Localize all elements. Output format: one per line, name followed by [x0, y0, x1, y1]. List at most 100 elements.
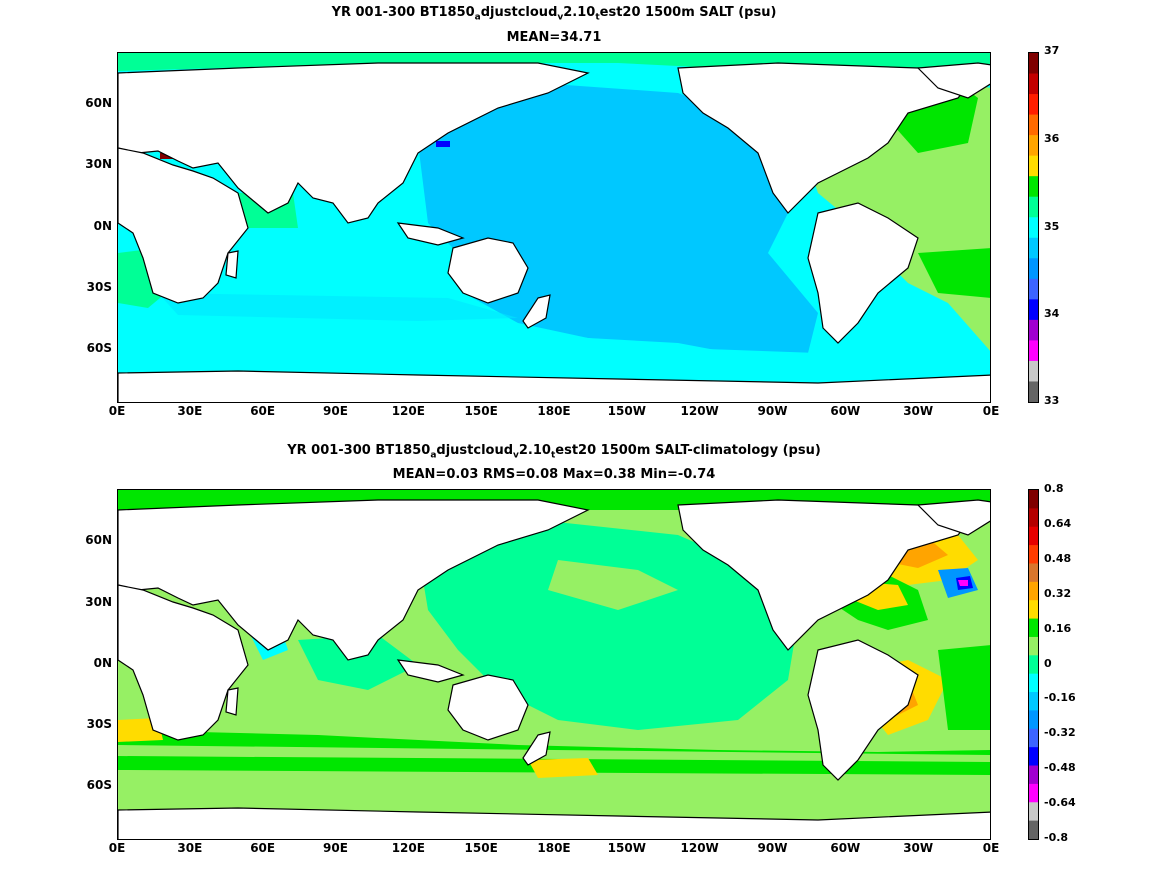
panel1-cb-label-37: 37	[1044, 44, 1060, 57]
panel2-cb-label: -0.48	[1044, 761, 1076, 775]
panel1-lon-label: 90E	[323, 404, 348, 418]
colorbar-segment	[1029, 802, 1038, 822]
colorbar-segment	[1029, 600, 1038, 620]
panel1-cb-label-36: 36	[1044, 132, 1060, 145]
colorbar-segment	[1029, 673, 1038, 693]
colorbar-segment	[1029, 53, 1038, 75]
panel2-cb-label: 0.16	[1044, 621, 1072, 635]
panel1-map	[117, 52, 991, 403]
panel1-lon-label: 180E	[537, 404, 571, 418]
panel1-lon-label: 30W	[903, 404, 934, 418]
colorbar-segment	[1029, 728, 1038, 748]
panel2-cb-label: -0.32	[1044, 726, 1076, 740]
colorbar-segment	[1029, 114, 1038, 136]
panel2-lat-30n: 30N	[85, 595, 112, 609]
colorbar-segment	[1029, 381, 1038, 402]
panel1-lat-0n: 0N	[93, 219, 112, 233]
panel2-cb-label: -0.16	[1044, 691, 1076, 705]
panel2-lat-60s: 60S	[86, 778, 112, 792]
panel2-lon-label: 0E	[108, 841, 126, 855]
colorbar-segment	[1029, 490, 1038, 509]
panel1-lat-60n: 60N	[85, 96, 112, 110]
panel2-lon-label: 60W	[830, 841, 861, 855]
colorbar-segment	[1029, 508, 1038, 528]
panel2-salinity-anomaly-field	[118, 490, 990, 839]
colorbar-segment	[1029, 94, 1038, 116]
panel2-lon-label: 120W	[680, 841, 719, 855]
panel1-lat-30n: 30N	[85, 157, 112, 171]
colorbar-segment	[1029, 73, 1038, 95]
panel1-lat-30s: 30S	[86, 280, 112, 294]
panel2-cb-label: 0.32	[1044, 586, 1072, 600]
colorbar-segment	[1029, 820, 1038, 839]
panel2-lon-label: 30W	[903, 841, 934, 855]
panel2-stats: MEAN=0.03 RMS=0.08 Max=0.38 Min=-0.74	[392, 467, 716, 482]
colorbar-segment	[1029, 196, 1038, 218]
panel1-lon-label: 120W	[680, 404, 719, 418]
colorbar-segment	[1029, 360, 1038, 382]
panel2-lon-label: 90E	[323, 841, 348, 855]
colorbar-segment	[1029, 176, 1038, 198]
panel1-lat-60s: 60S	[86, 341, 112, 355]
panel2-colorbar	[1028, 489, 1039, 840]
panel1-title: YR 001-300 BT1850adjustcloudv2.10test20 …	[331, 5, 777, 23]
colorbar-segment	[1029, 692, 1038, 711]
colorbar-segment	[1029, 278, 1038, 300]
panel2-title: YR 001-300 BT1850adjustcloudv2.10test20 …	[287, 443, 821, 461]
panel1-colorbar	[1028, 52, 1039, 403]
panel2-cb-label: 0.8	[1044, 482, 1064, 495]
panel2-lat-30s: 30S	[86, 717, 112, 731]
panel2-lon-label: 180E	[537, 841, 571, 855]
panel2-cb-label: 0.64	[1044, 516, 1072, 530]
panel2-colorbar-fill	[1029, 490, 1038, 839]
colorbar-segment	[1029, 237, 1038, 259]
panel1-lon-label: 0E	[108, 404, 126, 418]
colorbar-segment	[1029, 563, 1038, 583]
panel2-lon-label: 120E	[391, 841, 425, 855]
panel2-lat-0n: 0N	[93, 656, 112, 670]
colorbar-segment	[1029, 618, 1038, 638]
panel1-colorbar-fill	[1029, 53, 1038, 402]
colorbar-segment	[1029, 581, 1038, 601]
colorbar-segment	[1029, 765, 1038, 785]
panel2-lon-label: 90W	[757, 841, 788, 855]
colorbar-segment	[1029, 655, 1038, 675]
panel1-lon-label: 150W	[607, 404, 646, 418]
panel2-cb-label: -0.64	[1044, 796, 1076, 810]
panel1-cb-label-34: 34	[1044, 307, 1060, 320]
colorbar-segment	[1029, 636, 1038, 656]
panel2-cb-label: -0.8	[1044, 831, 1069, 844]
panel1-lon-label: 90W	[757, 404, 788, 418]
colorbar-segment	[1029, 299, 1038, 321]
panel1-lon-label: 150E	[464, 404, 498, 418]
colorbar-segment	[1029, 258, 1038, 280]
panel2-cb-label: 0.48	[1044, 551, 1072, 565]
panel2-lon-label: 30E	[177, 841, 203, 855]
panel1-lon-label: 120E	[391, 404, 425, 418]
panel2-lon-label: 60E	[250, 841, 276, 855]
panel1-lon-label: 60E	[250, 404, 276, 418]
colorbar-segment	[1029, 217, 1038, 239]
colorbar-segment	[1029, 747, 1038, 767]
panel1-stats: MEAN=34.71	[506, 30, 602, 45]
colorbar-segment	[1029, 545, 1038, 564]
colorbar-segment	[1029, 340, 1038, 362]
panel2-lat-60n: 60N	[85, 533, 112, 547]
colorbar-segment	[1029, 526, 1038, 546]
panel2-lon-label: 150E	[464, 841, 498, 855]
panel2-cb-label: 0	[1044, 656, 1052, 670]
panel2-map	[117, 489, 991, 840]
panel1-cb-label-33: 33	[1044, 394, 1060, 407]
colorbar-segment	[1029, 155, 1038, 177]
colorbar-segment	[1029, 783, 1038, 803]
panel1-lon-label: 30E	[177, 404, 203, 418]
colorbar-segment	[1029, 710, 1038, 730]
panel1-salinity-field	[118, 53, 990, 402]
panel1-cb-label-35: 35	[1044, 220, 1060, 233]
colorbar-segment	[1029, 135, 1038, 157]
colorbar-segment	[1029, 319, 1038, 341]
panel1-lon-label: 60W	[830, 404, 861, 418]
panel2-lon-label: 150W	[607, 841, 646, 855]
panel1-lon-label: 0E	[982, 404, 1000, 418]
panel2-lon-label: 0E	[982, 841, 1000, 855]
